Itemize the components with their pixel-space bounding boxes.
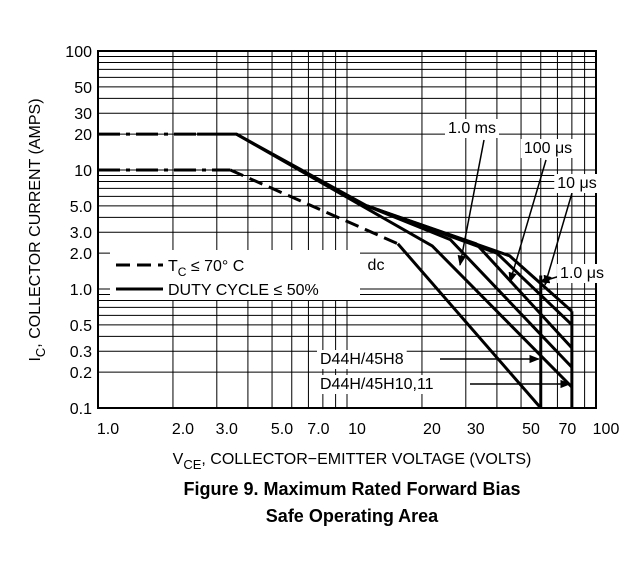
x-tick-label: 10 [348,421,366,438]
curve-label: D44H/45H8 [320,351,404,368]
x-axis-title-main: V [173,451,184,468]
x-tick-label: 3.0 [216,421,238,438]
legend-label: DUTY CYCLE ≤ 50% [168,282,319,299]
label-bg [364,256,388,275]
curve-label: 1.0 ms [448,120,496,137]
y-axis-title: IC, COLLECTOR CURRENT (AMPS) [27,98,48,361]
y-tick-label: 2.0 [70,246,92,263]
y-tick-label: 30 [74,106,92,123]
curve-label: 10 μs [557,175,596,192]
y-tick-label: 0.3 [70,344,92,361]
arrow [543,192,573,287]
arrow [508,159,547,284]
x-axis-title-rest: , COLLECTOR−EMITTER VOLTAGE (VOLTS) [201,451,531,468]
y-tick-label: 0.2 [70,365,92,382]
label-bg [317,375,437,394]
x-tick-label: 7.0 [307,421,329,438]
label-bg [317,350,407,369]
legend-label: TC ≤ 70° C [168,258,244,279]
x-axis-title-sub: CE [183,457,201,472]
y-tick-label: 5.0 [70,199,92,216]
y-tick-label: 3.0 [70,225,92,242]
x-axis-title: VCE, COLLECTOR−EMITTER VOLTAGE (VOLTS) [173,451,532,472]
label-bg [554,174,600,193]
x-tick-label: 100 [593,421,620,438]
legend-box [110,250,360,300]
curve [235,132,573,369]
legend-label-sub: C [178,265,187,279]
label-bg [444,119,500,138]
curve [229,168,399,246]
curve [396,242,542,408]
caption: Safe Operating Area [266,506,439,526]
x-tick-label: 1.0 [97,421,119,438]
x-tick-label: 50 [522,421,540,438]
curves [98,132,574,408]
y-tick-label: 50 [74,80,92,97]
arrow [457,139,485,267]
legend-label-main: T [168,258,178,275]
label-bg [557,264,607,283]
label-bg [520,139,576,158]
curve-label: D44H/45H10,11 [320,376,434,393]
plot-frame [97,50,597,409]
y-tick-label: 100 [65,44,92,61]
x-tick-label: 70 [559,421,577,438]
y-axis-title-main: I [27,357,44,361]
caption: Figure 9. Maximum Rated Forward Bias [183,479,520,499]
y-tick-label: 10 [74,163,92,180]
arrow [538,275,561,284]
y-tick-label: 1.0 [70,282,92,299]
curve-label: 100 μs [524,140,572,157]
curve [366,204,573,313]
y-axis-title-rest: , COLLECTOR CURRENT (AMPS) [27,98,44,347]
y-tick-label: 0.5 [70,318,92,335]
legend-label-main: DUTY CYCLE ≤ 50% [168,282,319,299]
x-tick-label: 5.0 [271,421,293,438]
x-tick-label: 20 [423,421,441,438]
curve [197,132,573,389]
y-tick-label: 0.1 [70,401,92,418]
y-axis-title-sub: C [33,348,48,357]
y-tick-label: 20 [74,127,92,144]
overlay: TC ≤ 70° C DUTY CYCLE ≤ 50% dc 1.0 ms 100 μs… [110,119,607,394]
x-tick-label: 30 [467,421,485,438]
x-tick-label: 2.0 [172,421,194,438]
legend-label-rest: ≤ 70° C [186,258,244,275]
curve-label: 1.0 μs [560,265,604,282]
curve-label: dc [368,257,385,274]
